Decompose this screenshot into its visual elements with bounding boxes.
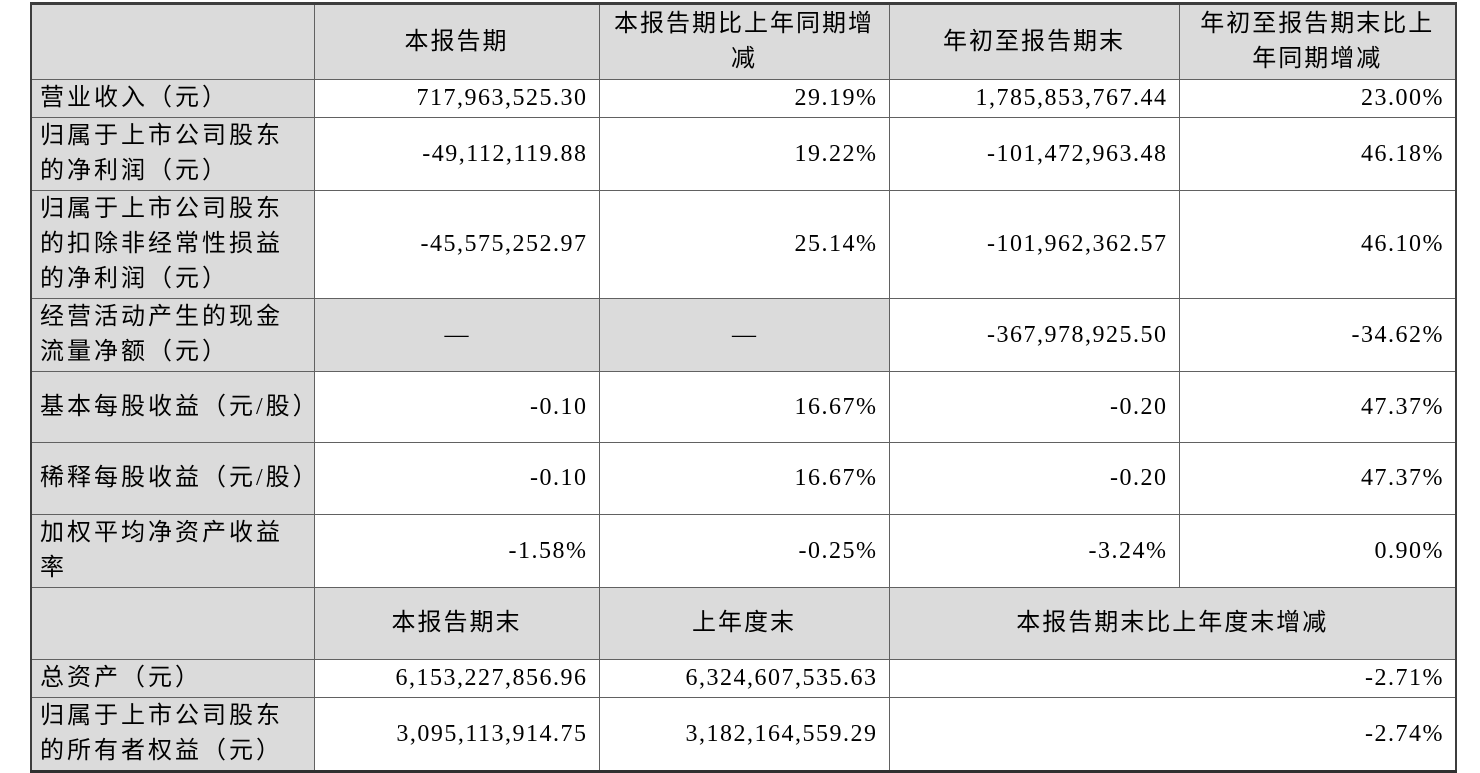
column-header-ytd-yoy-change: 年初至报告期末比上年同期增减 (1178, 3, 1457, 80)
value-cell: -0.20 (888, 371, 1180, 443)
value-cell: 6,153,227,856.96 (313, 659, 600, 698)
row-label: 经营活动产生的现金流量净额（元） (30, 298, 315, 372)
value-cell: 46.10% (1178, 190, 1457, 299)
row-label: 总资产（元） (30, 659, 315, 698)
value-cell: -0.25% (598, 514, 890, 588)
section1-header-row: 本报告期 本报告期比上年同期增减 年初至报告期末 年初至报告期末比上年同期增减 (30, 3, 1457, 80)
value-cell: 717,963,525.30 (313, 79, 600, 118)
column-header-current-period: 本报告期 (313, 3, 600, 80)
row-label: 归属于上市公司股东的净利润（元） (30, 117, 315, 191)
corner-cell (30, 587, 315, 660)
empty-dash-cell: — (313, 298, 600, 372)
corner-cell (30, 3, 315, 80)
row-label: 加权平均净资产收益率 (30, 514, 315, 588)
table-row-diluted-eps: 稀释每股收益（元/股） -0.10 16.67% -0.20 47.37% (30, 442, 1457, 515)
value-cell: 16.67% (598, 442, 890, 515)
value-cell: -0.20 (888, 442, 1180, 515)
value-cell: -101,472,963.48 (888, 117, 1180, 191)
column-header-yoy-change: 本报告期比上年同期增减 (598, 3, 890, 80)
column-header-period-end: 本报告期末 (313, 587, 600, 660)
financial-summary-table: 本报告期 本报告期比上年同期增减 年初至报告期末 年初至报告期末比上年同期增减 … (30, 2, 1457, 773)
value-cell: -367,978,925.50 (888, 298, 1180, 372)
value-cell: 46.18% (1178, 117, 1457, 191)
value-cell: 6,324,607,535.63 (598, 659, 890, 698)
section2-header-row: 本报告期末 上年度末 本报告期末比上年度末增减 (30, 587, 1457, 660)
value-cell: 16.67% (598, 371, 890, 443)
value-cell: 23.00% (1178, 79, 1457, 118)
value-cell: -0.10 (313, 371, 600, 443)
value-cell: 1,785,853,767.44 (888, 79, 1180, 118)
value-cell: -49,112,119.88 (313, 117, 600, 191)
column-header-change-vs-prior-year-end: 本报告期末比上年度末增减 (888, 587, 1457, 660)
row-label: 归属于上市公司股东的扣除非经常性损益的净利润（元） (30, 190, 315, 299)
value-cell: -2.71% (888, 659, 1457, 698)
value-cell: 19.22% (598, 117, 890, 191)
table-row-revenue: 营业收入（元） 717,963,525.30 29.19% 1,785,853,… (30, 79, 1457, 118)
value-cell: 3,182,164,559.29 (598, 697, 890, 772)
table-row-net-profit: 归属于上市公司股东的净利润（元） -49,112,119.88 19.22% -… (30, 117, 1457, 191)
value-cell: 47.37% (1178, 442, 1457, 515)
table-row-total-assets: 总资产（元） 6,153,227,856.96 6,324,607,535.63… (30, 659, 1457, 698)
value-cell: 25.14% (598, 190, 890, 299)
row-label: 营业收入（元） (30, 79, 315, 118)
row-label: 稀释每股收益（元/股） (30, 442, 315, 515)
table-row-basic-eps: 基本每股收益（元/股） -0.10 16.67% -0.20 47.37% (30, 371, 1457, 443)
table-row-shareholders-equity: 归属于上市公司股东的所有者权益（元） 3,095,113,914.75 3,18… (30, 697, 1457, 772)
empty-dash-cell: — (598, 298, 890, 372)
table-row-operating-cash-flow: 经营活动产生的现金流量净额（元） — — -367,978,925.50 -34… (30, 298, 1457, 372)
row-label: 基本每股收益（元/股） (30, 371, 315, 443)
table-row-weighted-avg-roe: 加权平均净资产收益率 -1.58% -0.25% -3.24% 0.90% (30, 514, 1457, 588)
value-cell: -34.62% (1178, 298, 1457, 372)
value-cell: -2.74% (888, 697, 1457, 772)
value-cell: -3.24% (888, 514, 1180, 588)
row-label: 归属于上市公司股东的所有者权益（元） (30, 697, 315, 772)
value-cell: -45,575,252.97 (313, 190, 600, 299)
value-cell: 0.90% (1178, 514, 1457, 588)
value-cell: -101,962,362.57 (888, 190, 1180, 299)
value-cell: -0.10 (313, 442, 600, 515)
value-cell: 47.37% (1178, 371, 1457, 443)
value-cell: -1.58% (313, 514, 600, 588)
value-cell: 3,095,113,914.75 (313, 697, 600, 772)
column-header-prior-year-end: 上年度末 (598, 587, 890, 660)
column-header-ytd: 年初至报告期末 (888, 3, 1180, 80)
table-row-net-profit-excl-nonrecurring: 归属于上市公司股东的扣除非经常性损益的净利润（元） -45,575,252.97… (30, 190, 1457, 299)
value-cell: 29.19% (598, 79, 890, 118)
